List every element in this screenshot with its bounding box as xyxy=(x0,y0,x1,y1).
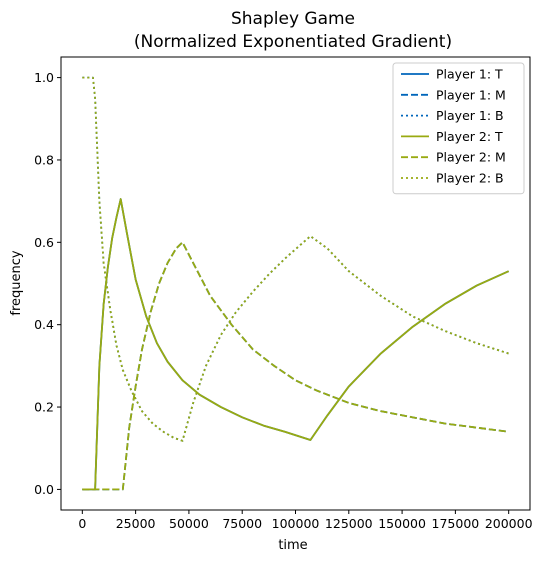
x-tick-label: 50000 xyxy=(169,516,209,531)
legend-label: Player 1: B xyxy=(436,108,504,123)
y-tick-label: 0.0 xyxy=(34,482,54,497)
x-tick-label: 0 xyxy=(78,516,86,531)
legend-label: Player 1: T xyxy=(436,67,503,82)
series-line-6 xyxy=(82,76,509,442)
x-tick-label: 100000 xyxy=(272,516,320,531)
x-tick-label: 25000 xyxy=(116,516,156,531)
series-layer xyxy=(82,76,510,491)
y-tick-label: 0.2 xyxy=(34,400,54,415)
y-tick-label: 0.4 xyxy=(34,317,54,332)
legend-label: Player 1: M xyxy=(436,87,506,102)
x-tick-label: 150000 xyxy=(378,516,426,531)
y-tick-label: 1.0 xyxy=(34,70,54,85)
x-tick-label: 200000 xyxy=(485,516,533,531)
x-tick-label: 175000 xyxy=(432,516,480,531)
x-axis-label: time xyxy=(278,538,307,553)
chart-title-line2: (Normalized Exponentiated Gradient) xyxy=(134,32,452,52)
y-tick-label: 0.8 xyxy=(34,152,54,167)
legend-label: Player 2: M xyxy=(436,150,506,165)
legend: Player 1: T Player 1: M Player 1: B Player … xyxy=(392,62,525,195)
legend-label: Player 2: B xyxy=(436,171,504,186)
series-line-5 xyxy=(82,241,509,491)
x-tick-label: 125000 xyxy=(325,516,373,531)
x-tick-label: 75000 xyxy=(222,516,262,531)
y-axis: 0.0 0.2 0.4 0.6 0.8 1.0 xyxy=(34,70,61,497)
legend-label: Player 2: T xyxy=(436,129,503,144)
series-line-4 xyxy=(82,198,510,491)
chart-title-line1: Shapley Game xyxy=(231,9,355,29)
y-tick-label: 0.6 xyxy=(34,235,54,250)
x-axis: 0 25000 50000 75000 100000 125000 150000 175000… xyxy=(78,510,533,531)
y-axis-label: frequency xyxy=(9,250,24,316)
